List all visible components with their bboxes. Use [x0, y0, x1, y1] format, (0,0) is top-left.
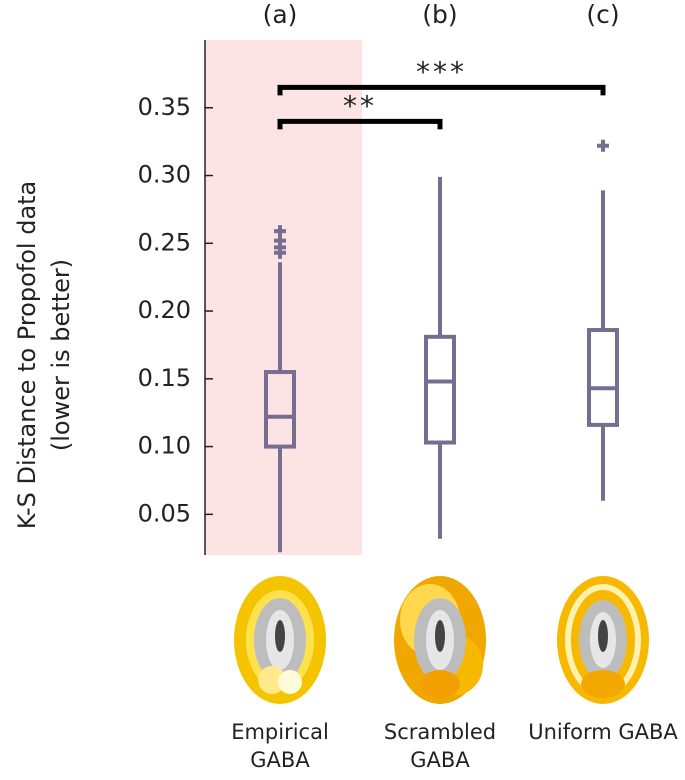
y-tick-label: 0.25 — [138, 228, 191, 256]
y-tick-label: 0.35 — [138, 93, 191, 121]
significance-bracket — [277, 84, 606, 96]
outlier — [274, 225, 286, 238]
x-tick-label: Uniform GABA — [528, 720, 678, 744]
x-tick-label: Scrambled GABA — [383, 720, 497, 772]
y-tick-label: 0.30 — [138, 161, 191, 189]
panel-label: (b) — [422, 0, 457, 29]
brain-images — [234, 576, 649, 704]
significance-bracket — [277, 118, 443, 130]
brain-image — [557, 576, 649, 704]
x-tick-label: Empirical GABA — [231, 720, 329, 772]
y-tick-label: 0.20 — [138, 296, 191, 324]
y-axis-note: (lower is better) — [47, 259, 75, 451]
outlier — [597, 139, 609, 152]
box — [264, 370, 296, 449]
y-axis-label: K-S Distance to Propofol data — [13, 181, 41, 530]
significance-label: *** — [416, 55, 467, 88]
significance-label: ** — [343, 89, 377, 122]
y-tick-label: 0.10 — [138, 432, 191, 460]
y-tick-label: 0.05 — [138, 499, 191, 527]
panel-label: (a) — [263, 0, 298, 29]
brain-image — [394, 576, 486, 704]
y-tick-label: 0.15 — [138, 364, 191, 392]
box — [587, 328, 619, 427]
box — [424, 334, 456, 445]
brain-image — [234, 576, 326, 704]
highlight-region — [205, 40, 362, 555]
panel-label: (c) — [586, 0, 619, 29]
